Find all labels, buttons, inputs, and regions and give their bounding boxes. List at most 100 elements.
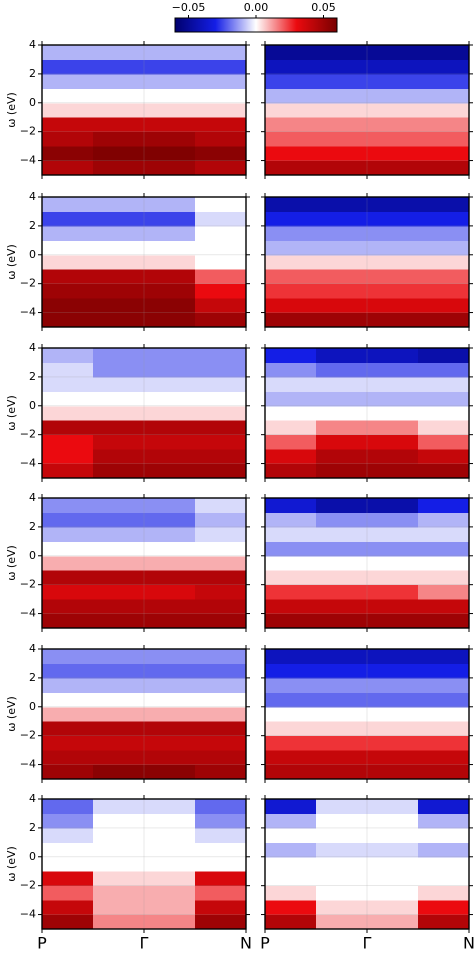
heatmap-cell [418,348,470,363]
heatmap-cell [195,512,247,528]
heatmap-cell [42,160,94,176]
heatmap-cell [418,584,470,600]
panel [261,494,473,632]
heatmap-cell [93,391,196,407]
heatmap-cell [418,750,470,766]
heatmap-cell [93,225,196,241]
y-axis-label: ω (eV) [5,545,18,581]
y-tick-label: 4 [29,642,36,655]
heatmap-cell [316,900,419,916]
heatmap-cell [316,570,419,586]
heatmap-cell [42,348,94,363]
heatmap-cell [418,362,470,378]
heatmap-cell [195,677,247,693]
heatmap-cell [418,541,470,557]
heatmap-cell [195,240,247,256]
y-tick-label: 4 [29,792,36,805]
heatmap-cell [418,312,470,328]
heatmap-cell [265,663,317,679]
heatmap-cell [316,914,419,930]
heatmap-cell [195,434,247,450]
heatmap-cell [195,225,247,241]
heatmap-cell [316,312,419,328]
heatmap-cell [418,842,470,858]
y-tick-label: −2 [20,277,36,290]
heatmap-cell [316,813,419,829]
heatmap-cell [93,283,196,299]
heatmap-cell [195,613,247,629]
heatmap-cell [195,131,247,147]
heatmap-cell [265,117,317,133]
heatmap-cell [42,225,94,241]
panel: −4 −2 0 2 4 ω (eV) [5,341,250,482]
y-tick-label: 0 [29,850,36,863]
y-tick-label: 2 [29,671,36,684]
heatmap-cell [42,269,94,285]
heatmap-cell [418,463,470,479]
panel-frame [264,196,470,328]
heatmap-cell [316,102,419,118]
heatmap-cell [418,240,470,256]
heatmap-cell [265,706,317,722]
heatmap-cell [195,146,247,162]
heatmap-cell [316,420,419,436]
heatmap-cell [265,827,317,843]
heatmap-cell [265,871,317,887]
heatmap-cell [93,254,196,270]
heatmap-cell [418,799,470,814]
heatmap-cell [42,613,94,629]
heatmap-cell [195,526,247,542]
heatmap-cell [418,254,470,270]
heatmap-cell [265,131,317,147]
panel [261,645,473,783]
heatmap-cell [195,813,247,829]
heatmap-cell [195,900,247,916]
heatmap-cell [93,885,196,901]
heatmap-cell [42,59,94,75]
y-tick-label: 4 [29,190,36,203]
heatmap-cell [42,541,94,557]
heatmap-cell [93,813,196,829]
heatmap-cell [93,146,196,162]
y-tick-label: 0 [29,248,36,261]
heatmap-cell [265,376,317,392]
heatmap-cell [195,117,247,133]
heatmap-cell [265,59,317,75]
heatmap-cell [418,225,470,241]
y-tick-label: 2 [29,520,36,533]
heatmap-cell [418,649,470,664]
heatmap-cell [265,449,317,465]
heatmap-cell [418,914,470,930]
y-tick-label: 4 [29,341,36,354]
heatmap-cell [93,117,196,133]
x-tick-label: Γ [363,934,372,953]
heatmap-cell [418,613,470,629]
heatmap-cell [418,405,470,421]
heatmap-cell [42,721,94,737]
heatmap-cell [265,842,317,858]
heatmap-cell [265,721,317,737]
panel-frame [264,497,470,629]
heatmap-cell [195,102,247,118]
heatmap-cell [93,434,196,450]
heatmap-cell [93,856,196,872]
heatmap-cell [418,663,470,679]
heatmap-cell [195,541,247,557]
heatmap-cell [418,298,470,314]
y-tick-label: 2 [29,219,36,232]
heatmap-cell [195,197,247,212]
heatmap-cell [265,512,317,528]
heatmap-cell [418,900,470,916]
heatmap-cell [42,391,94,407]
heatmap-cell [42,146,94,162]
y-tick-label: 4 [29,491,36,504]
heatmap-cell [93,45,196,60]
heatmap-cell [195,584,247,600]
x-tick-label: Γ [140,934,149,953]
heatmap-cell [418,146,470,162]
y-tick-label: −4 [20,908,36,921]
heatmap-cell [195,555,247,571]
heatmap-cell [418,283,470,299]
heatmap-cell [195,663,247,679]
heatmap-cell [316,677,419,693]
